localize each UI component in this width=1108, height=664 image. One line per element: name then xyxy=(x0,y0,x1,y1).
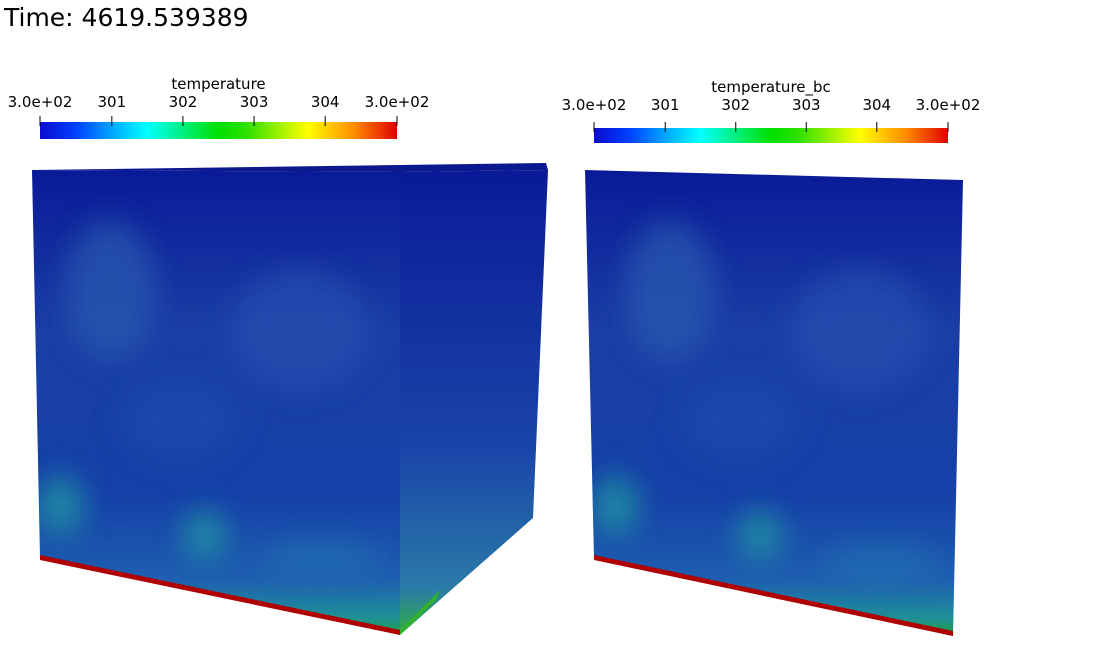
color-scale xyxy=(594,128,948,143)
color-scale xyxy=(40,122,397,139)
tick-label: 304 xyxy=(311,93,340,111)
tick-label: 3.0e+02 xyxy=(562,96,627,114)
tick-label: 3.0e+02 xyxy=(365,93,430,111)
tick-label: 302 xyxy=(169,93,198,111)
tick-label: 304 xyxy=(862,96,891,114)
cube-render xyxy=(32,163,548,635)
tick-label: 3.0e+02 xyxy=(916,96,981,114)
tick-label: 301 xyxy=(651,96,680,114)
color-legend: temperature 3.0e+02 301 302 303 304 3.0e+02 xyxy=(8,75,430,139)
tick-label: 303 xyxy=(240,93,269,111)
tick-label: 3.0e+02 xyxy=(8,93,73,111)
color-legend-title: temperature xyxy=(171,75,265,93)
color-legend: temperature_bc 3.0e+02 301 302 303 304 3.0e+02 xyxy=(562,78,981,143)
tick-label: 302 xyxy=(721,96,750,114)
tick-label: 303 xyxy=(792,96,821,114)
time-label: Time: 4619.539389 xyxy=(3,3,249,32)
color-legend-title: temperature_bc xyxy=(711,78,831,97)
tick-label: 301 xyxy=(98,93,127,111)
slice-render xyxy=(585,170,963,636)
